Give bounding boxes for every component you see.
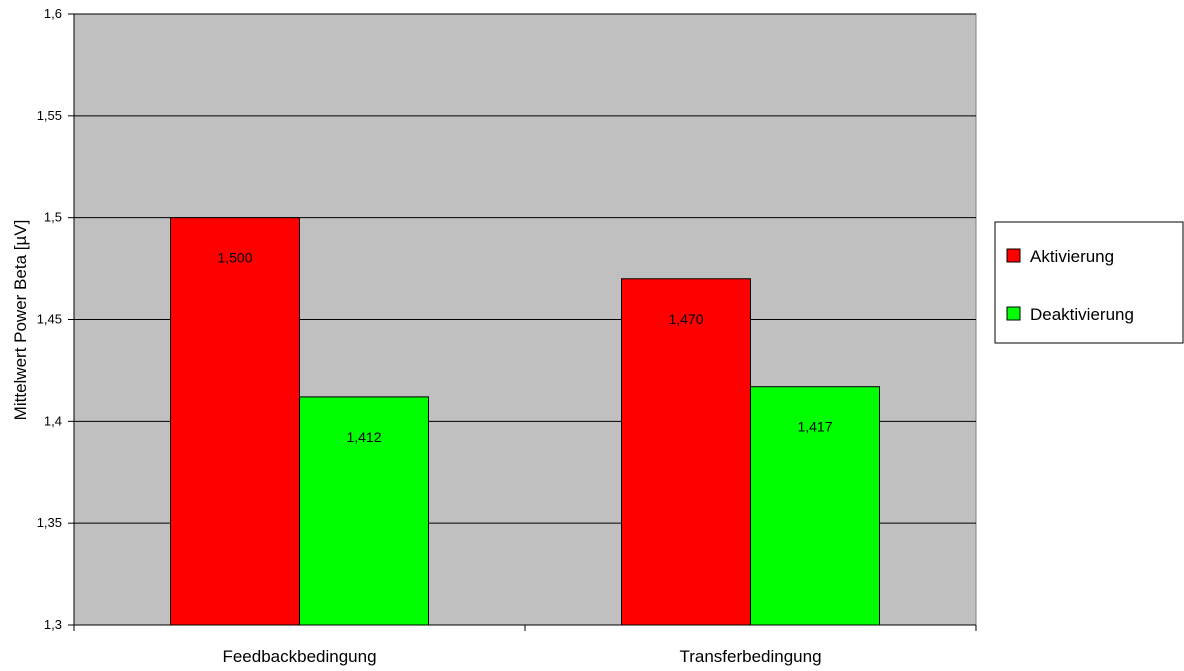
legend-label-aktivierung: Aktivierung (1030, 247, 1114, 266)
bar-value-label: 1,412 (346, 429, 381, 445)
y-axis-title: Mittelwert Power Beta [µV] (11, 220, 30, 421)
bar-value-label: 1,470 (668, 311, 703, 327)
y-tick-label: 1,45 (37, 312, 62, 327)
y-tick-label: 1,55 (37, 108, 62, 123)
legend: Aktivierung Deaktivierung (994, 221, 1184, 344)
legend-swatch-aktivierung (1006, 248, 1021, 263)
y-tick-label: 1,3 (44, 617, 62, 632)
x-ticks: Feedbackbedingung Transferbedingung (73, 625, 977, 666)
bar-value-label: 1,500 (217, 250, 252, 266)
y-tick-label: 1,35 (37, 515, 62, 530)
bar-aktivierung-1 (170, 217, 300, 626)
y-tick-label: 1,5 (44, 210, 62, 225)
bar-deaktivierung-2 (750, 386, 880, 626)
legend-label-deaktivierung: Deaktivierung (1030, 305, 1134, 324)
legend-swatch-deaktivierung (1006, 306, 1021, 321)
bars: 1,500 1,412 1,470 1,417 (170, 217, 880, 626)
x-category-label: Feedbackbedingung (222, 647, 376, 666)
y-ticks: 1,3 1,35 1,4 1,45 1,5 1,55 1,6 (37, 6, 74, 632)
legend-items: Aktivierung Deaktivierung (1006, 247, 1134, 324)
bar-value-label: 1,417 (797, 419, 832, 435)
y-tick-label: 1,4 (44, 413, 62, 428)
bar-deaktivierung-1 (299, 396, 429, 626)
legend-box (994, 221, 1184, 344)
y-tick-label: 1,6 (44, 6, 62, 21)
x-category-label: Transferbedingung (679, 647, 821, 666)
bar-aktivierung-2 (621, 278, 751, 626)
